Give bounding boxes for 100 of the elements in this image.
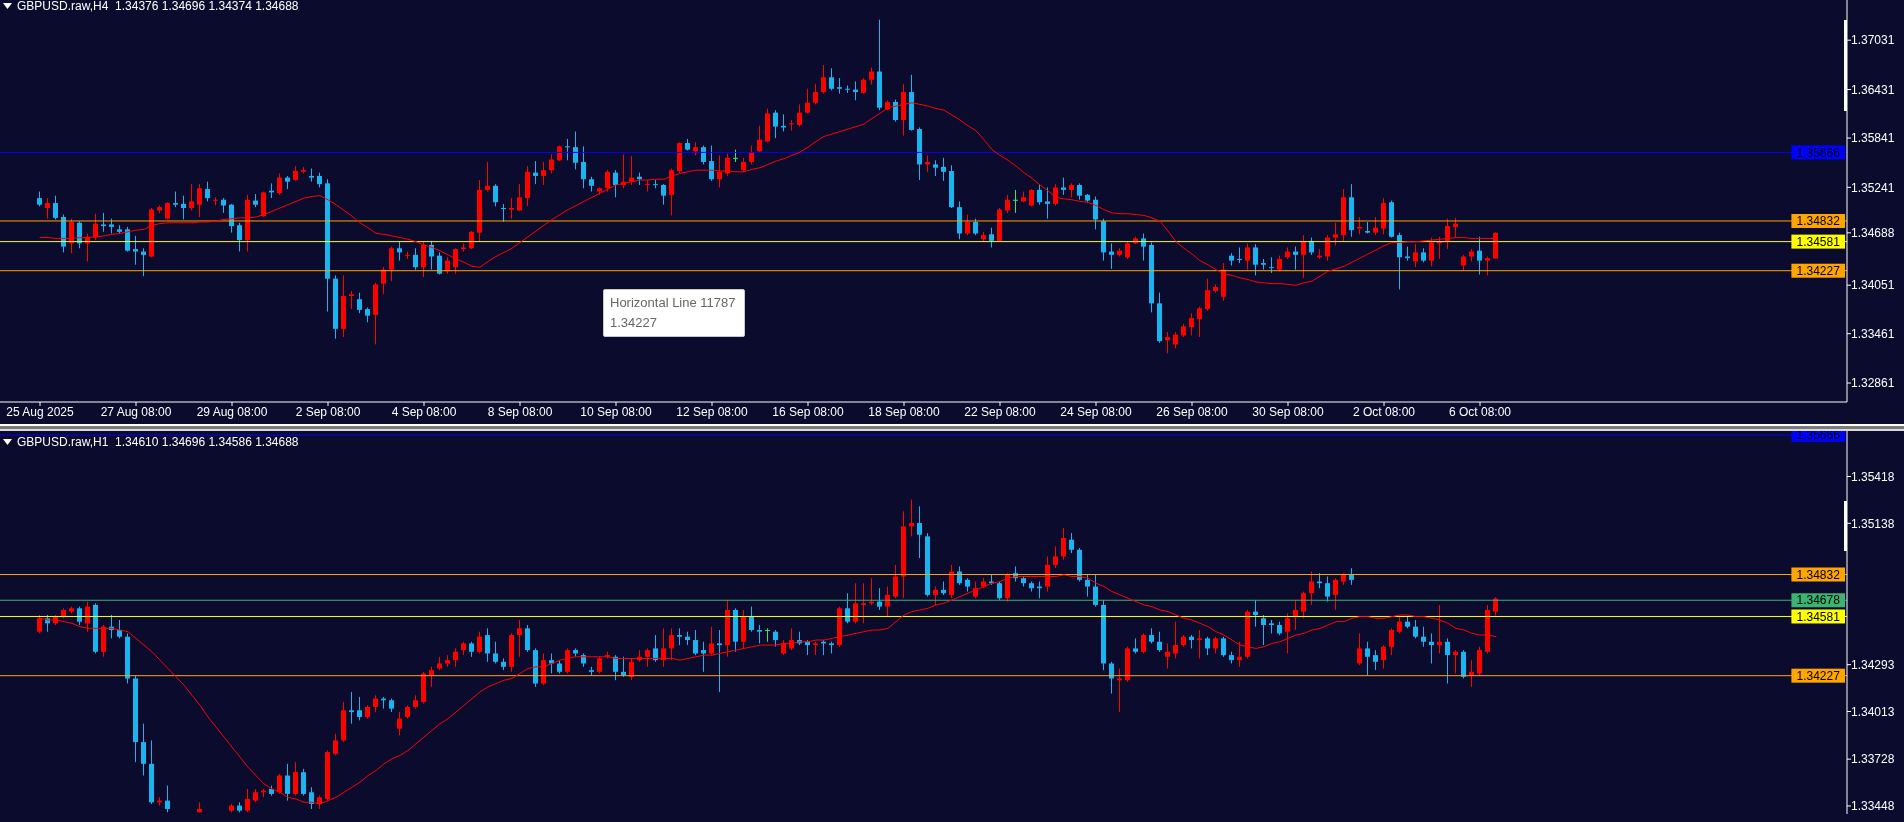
candlestick [397,241,402,262]
candlestick [517,183,522,212]
candlestick [1245,242,1250,271]
ref-line-label: 1.34832 [1796,567,1841,582]
candlestick [437,251,442,276]
candlestick [389,246,394,282]
candlestick [1005,194,1010,214]
candlestick [277,773,282,795]
candlestick [1261,614,1266,646]
candlestick [829,67,834,91]
candlestick [613,169,618,198]
candlestick [309,786,314,810]
x-tick-label: 4 Sep 08:00 [391,404,457,419]
candlestick [805,88,810,114]
y-tick-label: 1.35418 [1851,469,1895,484]
candlestick [1189,312,1194,336]
x-tick-label: 16 Sep 08:00 [772,404,845,419]
candlestick [237,222,242,253]
candlestick [1389,627,1394,656]
ref-line-label: 1.34227 [1796,668,1841,683]
candlestick [717,154,722,188]
candlestick [1485,255,1490,276]
candlestick [1293,599,1298,631]
candlestick [301,768,306,797]
y-tick-label: 1.34293 [1851,657,1895,672]
candlestick [1013,189,1018,214]
candlestick [989,227,994,248]
candlestick [101,212,106,233]
candlestick [349,290,354,310]
candlestick [517,619,522,658]
candlestick [133,235,138,266]
candlestick [757,624,762,644]
candlestick [1325,576,1330,603]
candlestick [893,564,898,599]
candlestick [821,64,826,95]
candlestick [565,138,570,161]
chart-title: GBPUSD.raw,H4 1.34376 1.34696 1.34374 1.34688 [17,0,299,13]
candlestick [605,169,610,193]
candlestick [1309,570,1314,606]
candlestick [1413,619,1418,639]
candlestick [117,619,122,639]
candlestick [181,195,186,220]
candlestick [565,647,570,675]
candlestick [717,629,722,693]
candlestick [413,247,418,271]
y-tick-label: 1.32861 [1851,376,1895,391]
ref-line-label: 1.35666 [1796,145,1841,160]
candlestick [653,634,658,663]
x-tick-label: 30 Sep 08:00 [1252,404,1325,419]
x-tick-label: 29 Aug 08:00 [196,404,268,419]
candlestick [813,83,818,105]
candlestick [77,606,82,626]
candlestick [885,586,890,618]
candlestick [965,214,970,236]
candlestick [1045,186,1050,220]
x-tick-label: 12 Sep 08:00 [676,404,749,419]
candlestick [693,629,698,656]
candlestick [1221,636,1226,658]
candlestick [1053,545,1058,569]
candlestick [1413,243,1418,268]
candlestick [541,161,546,186]
candlestick [1285,612,1290,654]
candlestick [1493,596,1498,617]
candlestick [421,241,426,278]
candlestick [141,247,146,277]
candlestick [533,160,538,185]
candlestick [1085,574,1090,598]
candlestick [629,657,634,681]
candlestick [1381,644,1386,669]
candlestick [285,763,290,802]
candlestick [1373,216,1378,236]
candlestick [453,247,458,275]
x-tick-label: 22 Sep 08:00 [964,404,1037,419]
candlestick [549,154,554,174]
y-tick-label: 1.34688 [1851,226,1895,241]
candlestick [277,172,282,196]
candlestick [845,592,850,624]
x-tick-label: 2 Oct 08:00 [1352,404,1416,419]
candlestick [1453,217,1458,239]
candlestick [1397,232,1402,290]
candlestick [1205,278,1210,312]
candlestick [1053,183,1058,207]
y-tick-label: 1.35841 [1851,131,1895,146]
candlestick [701,145,706,165]
candlestick [1197,629,1202,659]
candlestick [397,711,402,736]
candlestick [845,85,850,94]
candlestick [773,109,778,139]
candlestick [1165,642,1170,669]
candlestick [1109,661,1114,695]
x-tick-label: 8 Sep 08:00 [487,404,553,419]
candlestick [525,624,530,653]
candlestick [1373,649,1378,671]
candlestick [861,582,866,624]
candlestick [1429,237,1434,267]
candlestick [1293,246,1298,271]
x-tick-label: 18 Sep 08:00 [868,404,941,419]
candlestick [1165,331,1170,354]
candlestick [645,647,650,668]
candlestick [453,647,458,668]
